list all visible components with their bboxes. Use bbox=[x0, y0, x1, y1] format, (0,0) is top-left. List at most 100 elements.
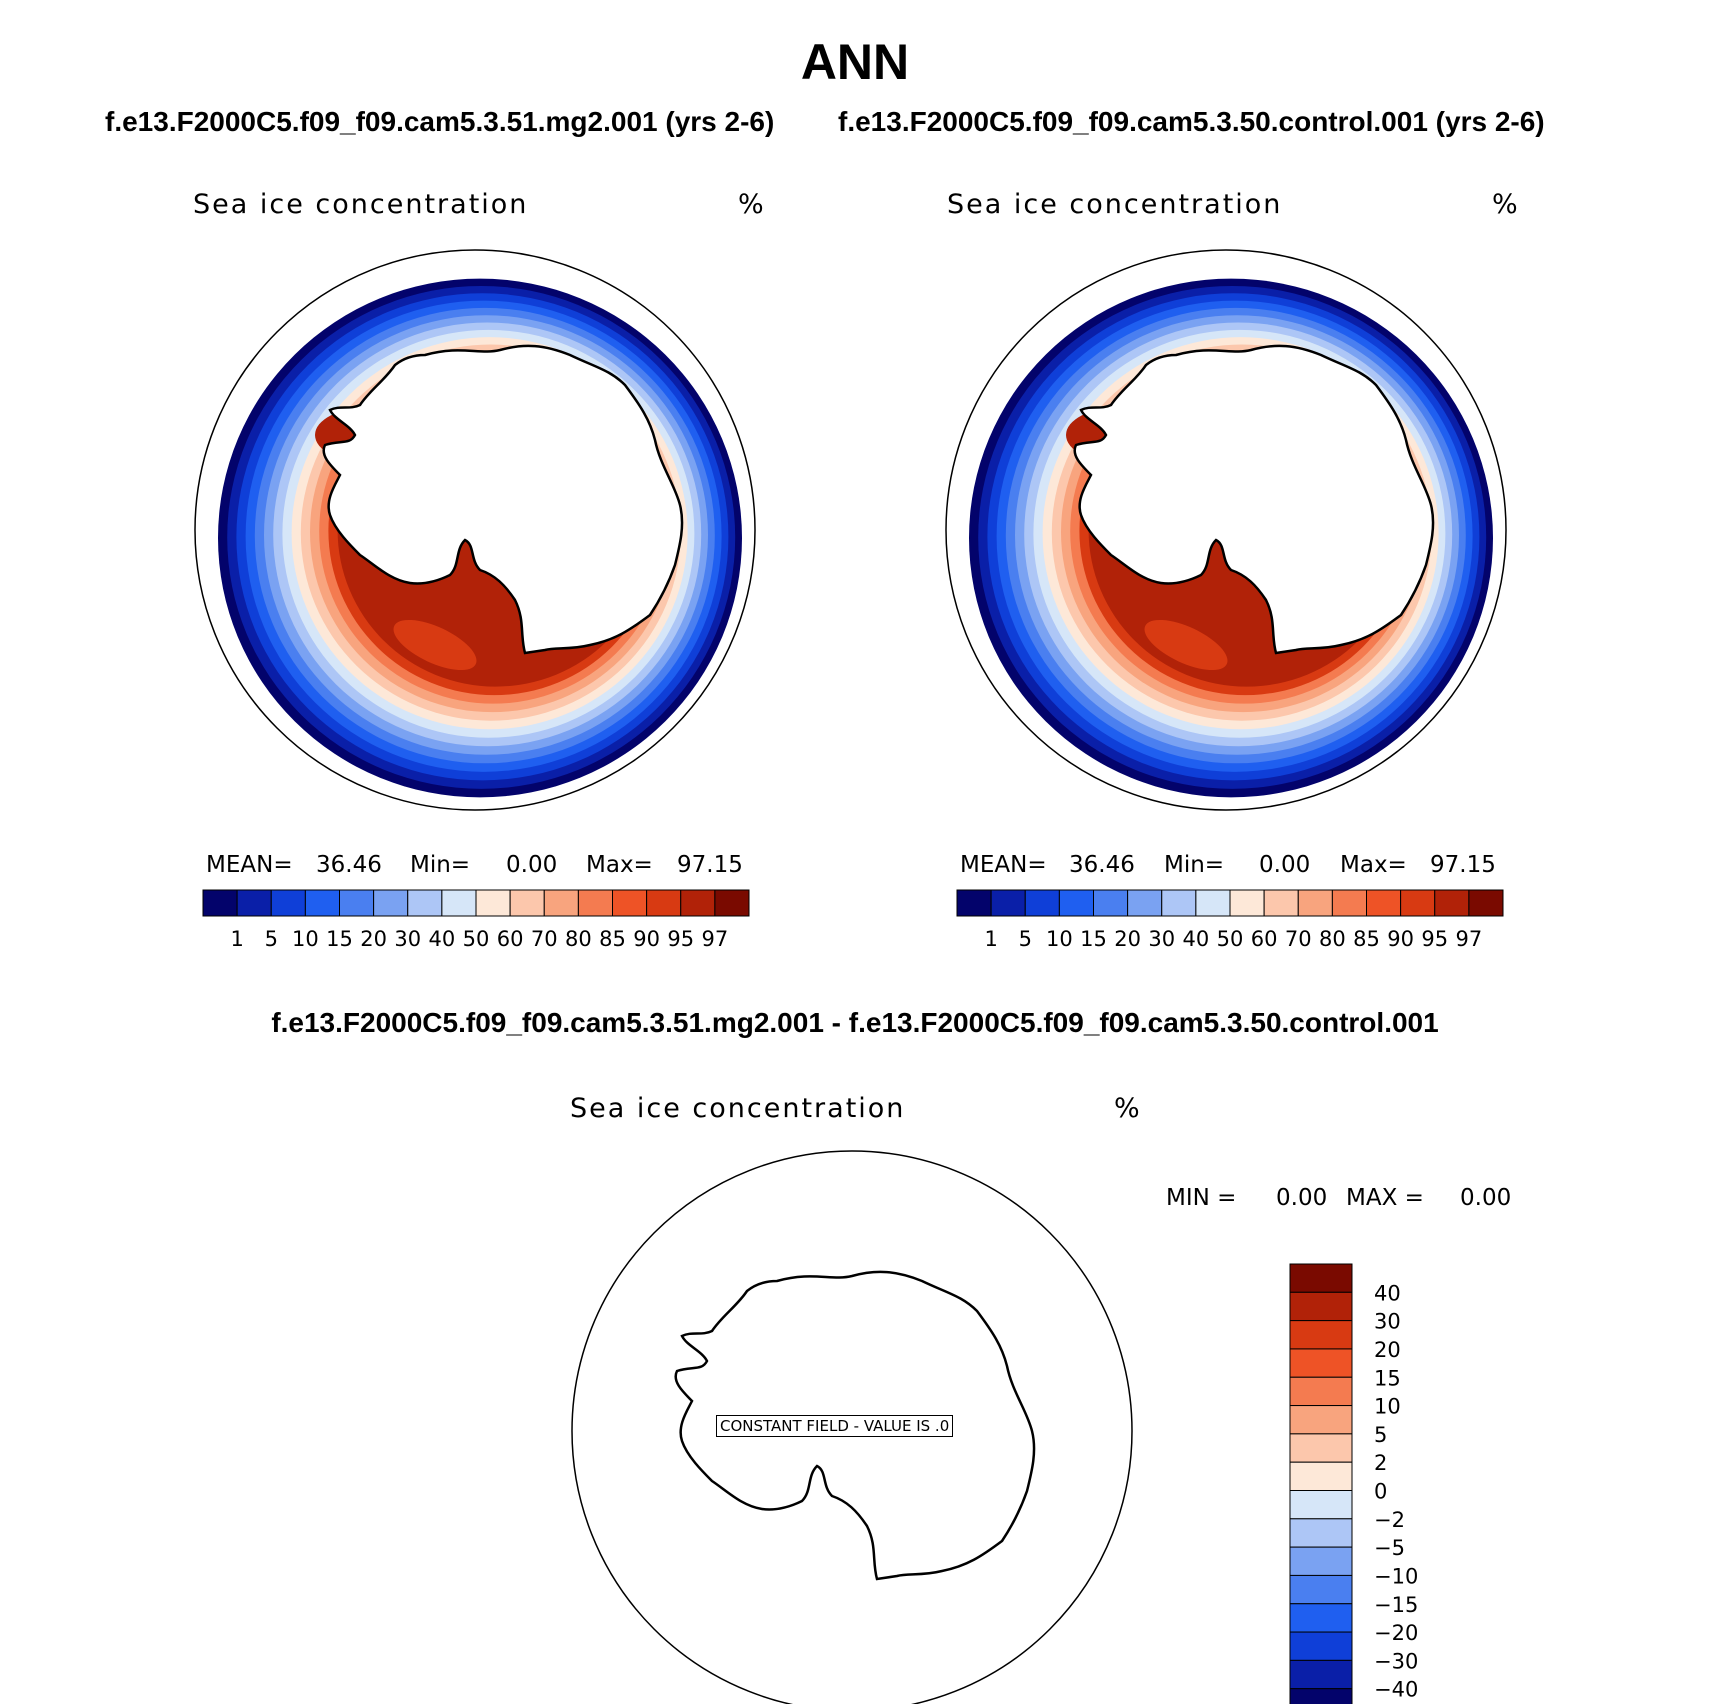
case-b-colorbar-tick-label-9: 70 bbox=[1285, 927, 1312, 951]
diff-colorbar-tick-label-11: −15 bbox=[1374, 1593, 1418, 1617]
case-a-colorbar-swatch-5 bbox=[373, 889, 409, 917]
case-b-colorbar-tick-label-6: 40 bbox=[1183, 927, 1210, 951]
diff-colorbar-tick-label-7: 0 bbox=[1374, 1480, 1387, 1504]
case-b-colorbar-swatch-10 bbox=[1297, 889, 1333, 917]
case-b-min-value: 0.00 bbox=[1259, 852, 1311, 878]
case-b-colorbar-swatch-9 bbox=[1263, 889, 1299, 917]
case-a-mean-value: 36.46 bbox=[316, 852, 382, 878]
case-a-colorbar-tick-label-11: 85 bbox=[599, 927, 626, 951]
case-a-colorbar-swatch-14 bbox=[680, 889, 716, 917]
case-a-colorbar-swatch-12 bbox=[612, 889, 648, 917]
diff-colorbar-swatch-5 bbox=[1289, 1405, 1353, 1435]
case-b-colorbar-swatch-4 bbox=[1093, 889, 1129, 917]
case-b-colorbar-tick-label-10: 80 bbox=[1319, 927, 1346, 951]
case-a-colorbar-swatch-13 bbox=[646, 889, 682, 917]
case-a-min-value: 0.00 bbox=[506, 852, 558, 878]
case-a-colorbar-swatch-0 bbox=[202, 889, 238, 917]
case-a-colorbar-swatch-3 bbox=[304, 889, 340, 917]
difference-title: f.e13.F2000C5.f09_f09.cam5.3.51.mg2.001 … bbox=[271, 1007, 1439, 1038]
case-b-colorbar-swatch-5 bbox=[1127, 889, 1163, 917]
diff-min-value: 0.00 bbox=[1276, 1185, 1328, 1211]
case-b-colorbar-swatch-12 bbox=[1366, 889, 1402, 917]
diff-colorbar-tick-label-9: −5 bbox=[1374, 1536, 1405, 1560]
diff-colorbar-tick-label-3: 15 bbox=[1374, 1366, 1401, 1390]
case-b-max-label: Max= bbox=[1340, 852, 1407, 878]
case-b-colorbar-swatch-8 bbox=[1229, 889, 1265, 917]
diff-colorbar-swatch-11 bbox=[1289, 1574, 1353, 1605]
case-a-colorbar-tick-label-3: 15 bbox=[326, 927, 353, 951]
case-b-colorbar-tick-label-4: 20 bbox=[1114, 927, 1141, 951]
case-a-colorbar-tick-label-14: 97 bbox=[702, 927, 729, 951]
diff-colorbar-tick-label-5: 5 bbox=[1374, 1423, 1387, 1447]
case-b-min-label: Min= bbox=[1164, 852, 1225, 878]
case-a-colorbar-tick-label-2: 10 bbox=[292, 927, 319, 951]
case-b-colorbar-swatch-11 bbox=[1331, 889, 1367, 917]
case-b-colorbar-swatch-6 bbox=[1161, 889, 1197, 917]
case-a-colorbar-tick-label-0: 1 bbox=[230, 927, 243, 951]
diff-min-label: MIN = bbox=[1166, 1185, 1237, 1211]
case-b-field-label: Sea ice concentration bbox=[947, 189, 1283, 220]
bandsA-ross-high bbox=[393, 619, 477, 671]
diff-colorbar-tick-label-12: −20 bbox=[1374, 1621, 1418, 1645]
case-b-colorbar-swatch-7 bbox=[1195, 889, 1231, 917]
diff-colorbar-tick-label-6: 2 bbox=[1374, 1451, 1387, 1475]
case-a-colorbar-swatch-10 bbox=[543, 889, 579, 917]
case-b-colorbar-tick-label-5: 30 bbox=[1148, 927, 1175, 951]
case-b-colorbar-swatch-2 bbox=[1024, 889, 1060, 917]
diff-colorbar-tick-label-0: 40 bbox=[1374, 1281, 1401, 1305]
figure-title: ANN bbox=[800, 34, 910, 90]
case-b-colorbar-swatch-13 bbox=[1400, 889, 1436, 917]
diff-colorbar-swatch-10 bbox=[1289, 1546, 1353, 1576]
diff-field-label: Sea ice concentration bbox=[570, 1093, 906, 1124]
case-b-max-value: 97.15 bbox=[1430, 852, 1496, 878]
diff-colorbar-swatch-6 bbox=[1289, 1433, 1353, 1463]
case-a-units: % bbox=[738, 189, 766, 220]
diff-colorbar-swatch-14 bbox=[1289, 1659, 1353, 1690]
case-b-title: f.e13.F2000C5.f09_f09.cam5.3.50.control.… bbox=[838, 106, 1545, 137]
case-a-colorbar-tick-label-12: 90 bbox=[633, 927, 660, 951]
diff-colorbar-swatch-7 bbox=[1289, 1461, 1353, 1491]
case-b-colorbar-tick-label-3: 15 bbox=[1080, 927, 1107, 951]
case-b-colorbar-swatch-14 bbox=[1434, 889, 1470, 917]
case-a-colorbar-tick-label-13: 95 bbox=[667, 927, 694, 951]
case-a-min-label: Min= bbox=[410, 852, 471, 878]
case-a-colorbar-tick-label-6: 40 bbox=[429, 927, 456, 951]
case-a-mean-label: MEAN= bbox=[206, 852, 293, 878]
diff-colorbar-tick-label-14: −40 bbox=[1374, 1678, 1418, 1702]
diff-colorbar-swatch-9 bbox=[1289, 1518, 1353, 1548]
case-a-colorbar-tick-label-1: 5 bbox=[265, 927, 278, 951]
diff-colorbar-swatch-0 bbox=[1289, 1263, 1353, 1293]
diff-colorbar-swatch-2 bbox=[1289, 1320, 1353, 1350]
constant-field-note: CONSTANT FIELD - VALUE IS .0 bbox=[716, 1415, 954, 1437]
case-a-colorbar-swatch-9 bbox=[509, 889, 545, 917]
case-b-colorbar-tick-label-11: 85 bbox=[1353, 927, 1380, 951]
case-b-colorbar-tick-label-0: 1 bbox=[984, 927, 997, 951]
case-b-colorbar-tick-label-13: 95 bbox=[1421, 927, 1448, 951]
case-b-colorbar-swatch-15 bbox=[1468, 889, 1504, 917]
case-a-map bbox=[194, 249, 756, 811]
diff-max-value: 0.00 bbox=[1460, 1185, 1512, 1211]
case-b-colorbar-tick-label-7: 50 bbox=[1217, 927, 1244, 951]
diff-units: % bbox=[1114, 1093, 1142, 1124]
case-a-field-label: Sea ice concentration bbox=[193, 189, 529, 220]
case-a-colorbar-swatch-2 bbox=[270, 889, 306, 917]
case-a-max-label: Max= bbox=[586, 852, 653, 878]
case-a-colorbar-swatch-4 bbox=[339, 889, 375, 917]
case-a-colorbar: 1 5 10 15 20 30 40 50 60 70 80 85 90 95 97 bbox=[202, 889, 750, 951]
case-a-colorbar-swatch-8 bbox=[475, 889, 511, 917]
case-b-mean-label: MEAN= bbox=[960, 852, 1047, 878]
case-b-colorbar-tick-label-8: 60 bbox=[1251, 927, 1278, 951]
case-b-colorbar-tick-label-12: 90 bbox=[1387, 927, 1414, 951]
diff-colorbar-swatch-12 bbox=[1289, 1603, 1353, 1633]
case-b-colorbar-tick-label-1: 5 bbox=[1019, 927, 1032, 951]
case-a-colorbar-swatch-6 bbox=[407, 889, 443, 917]
case-b-map bbox=[945, 249, 1507, 811]
diff-colorbar-tick-label-10: −10 bbox=[1374, 1564, 1418, 1588]
diff-colorbar-swatch-15 bbox=[1289, 1688, 1353, 1704]
case-a-colorbar-tick-label-4: 20 bbox=[360, 927, 387, 951]
case-b-colorbar: 1 5 10 15 20 30 40 50 60 70 80 85 90 95 97 bbox=[956, 889, 1504, 951]
case-b-colorbar-tick-label-2: 10 bbox=[1046, 927, 1073, 951]
bandsB-ross-high bbox=[1144, 619, 1228, 671]
